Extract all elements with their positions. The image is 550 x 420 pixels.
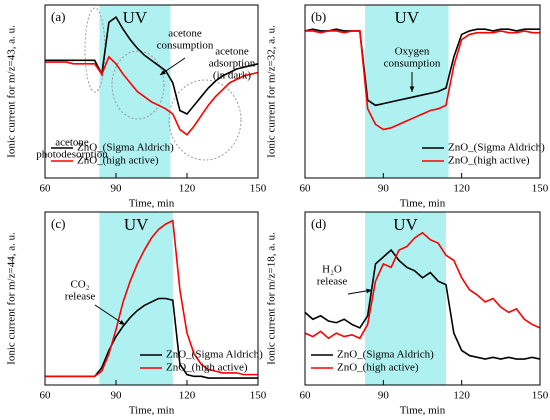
annotation: consumption xyxy=(384,58,441,70)
x-tick-label: 120 xyxy=(453,183,470,195)
annotation: acetone xyxy=(168,28,202,40)
legend-label: ZnO_(high active) xyxy=(448,155,530,167)
annotation: acetone xyxy=(215,46,249,58)
y-axis-label: Ionic current for m/z=44, a. u. xyxy=(6,232,18,365)
data-line xyxy=(45,15,259,115)
x-tick-label: 90 xyxy=(378,390,390,402)
plot-frame xyxy=(304,211,541,386)
uv-label: UV xyxy=(393,215,418,234)
x-tick-label: 150 xyxy=(250,183,267,195)
arrow xyxy=(94,304,126,326)
annotation: acetone xyxy=(55,137,89,149)
plot-frame xyxy=(44,211,259,386)
legend-label: ZnO_(Sigma Aldrich) xyxy=(448,142,545,154)
x-tick-label: 60 xyxy=(300,390,312,402)
annotation: Oxygen xyxy=(395,46,430,58)
y-axis-label: Ionic current for m/z=32, a. u. xyxy=(266,25,278,158)
x-tick-label: 150 xyxy=(250,390,267,402)
x-tick-label: 150 xyxy=(532,390,549,402)
panel-label: (a) xyxy=(51,9,65,24)
legend-label: ZnO_(high active) xyxy=(337,362,419,374)
data-line xyxy=(45,55,259,136)
x-tick-label: 150 xyxy=(532,183,549,195)
x-tick-label: 120 xyxy=(179,390,196,402)
x-tick-label: 90 xyxy=(111,183,123,195)
uv-region xyxy=(99,5,171,178)
y-axis-label: Ionic current for m/z=43, a. u. xyxy=(6,25,18,158)
x-tick-label: 60 xyxy=(300,183,312,195)
panel-label: (b) xyxy=(311,9,326,24)
annotation: consumption xyxy=(157,40,214,52)
x-tick-label: 120 xyxy=(179,183,196,195)
panel-label: (c) xyxy=(51,216,65,231)
annotation: release xyxy=(65,291,96,303)
arrow-head xyxy=(409,86,415,92)
annotation: (in dark) xyxy=(213,70,252,82)
y-axis-label: Ionic current for m/z=18, a. u. xyxy=(266,232,278,365)
uv-label: UV xyxy=(123,8,148,27)
x-axis-label: Time, min xyxy=(400,405,446,417)
plot-frame xyxy=(304,4,541,179)
data-line xyxy=(305,30,540,131)
plot-frame xyxy=(44,4,259,179)
legend-label: ZnO_(high active) xyxy=(166,362,248,374)
x-tick-label: 90 xyxy=(111,390,123,402)
annotation: CO₂ xyxy=(70,279,89,291)
x-axis-label: Time, min xyxy=(129,405,175,417)
uv-label: UV xyxy=(395,8,420,27)
x-tick-label: 90 xyxy=(378,183,390,195)
annotation: photodesorption xyxy=(36,149,108,161)
legend-label: ZnO_(Sigma Aldrich) xyxy=(337,349,434,361)
uv-label: UV xyxy=(124,215,149,234)
legend-label: ZnO_(Sigma Aldrich) xyxy=(77,142,174,154)
x-tick-label: 120 xyxy=(453,390,470,402)
legend-label: ZnO_(high active) xyxy=(77,155,159,167)
data-line xyxy=(304,28,540,107)
arrow-head xyxy=(366,288,372,294)
x-tick-label: 60 xyxy=(40,183,52,195)
arrow-head xyxy=(160,69,166,75)
annotation-ellipse xyxy=(168,79,242,161)
annotation: adsorption xyxy=(209,58,256,70)
annotation: H₂O xyxy=(322,264,342,276)
panel-label: (d) xyxy=(311,216,326,231)
data-line xyxy=(304,231,541,340)
x-axis-label: Time, min xyxy=(400,198,446,210)
legend-label: ZnO_(Sigma Aldrich) xyxy=(166,349,263,361)
annotation: release xyxy=(317,276,348,288)
x-tick-label: 60 xyxy=(40,390,52,402)
annotation-ellipse xyxy=(111,50,165,120)
x-axis-label: Time, min xyxy=(129,198,175,210)
data-line xyxy=(45,219,258,378)
arrow-head xyxy=(119,319,125,325)
data-line xyxy=(304,248,541,360)
